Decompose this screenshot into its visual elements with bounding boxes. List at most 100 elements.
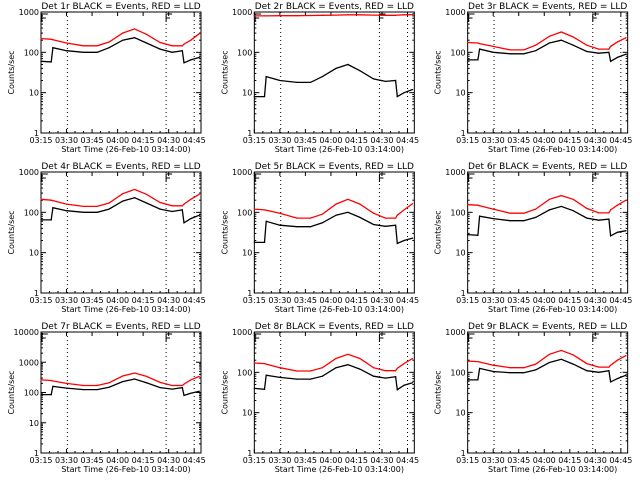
x-tick-label: 03:45: [81, 296, 104, 305]
data-point-events: [586, 217, 588, 219]
x-tick-label: 04:30: [370, 456, 393, 465]
data-point-lld: [50, 38, 52, 40]
data-point-lld: [96, 45, 98, 47]
panel-title: Det 9r BLACK = Events, RED = LLD: [468, 322, 627, 332]
panel-title: Det 2r BLACK = Events, RED = LLD: [255, 2, 414, 12]
data-point-events: [412, 382, 414, 384]
data-point-events: [467, 234, 469, 236]
x-axis-label: Start Time (26-Feb-10 03:14:00): [275, 145, 404, 154]
data-point-lld: [159, 41, 161, 44]
data-point-lld: [190, 39, 192, 41]
data-point-events: [535, 216, 537, 218]
x-tick-label: 04:30: [157, 456, 180, 465]
x-tick-label: 04:30: [584, 296, 607, 305]
y-tick-label: 10: [242, 409, 252, 418]
data-point-lld: [478, 361, 481, 363]
y-tick-label: 1000: [445, 328, 465, 337]
x-tick-label: 03:15: [456, 136, 479, 145]
data-point-events: [412, 237, 414, 239]
data-point-lld: [412, 202, 414, 205]
data-point-lld: [190, 379, 192, 381]
data-point-lld: [122, 375, 124, 377]
data-point-events: [492, 370, 494, 373]
data-point-lld: [372, 367, 375, 369]
y-axis-label: Counts/sec: [434, 370, 443, 414]
data-point-events: [535, 50, 537, 52]
x-tick-label: 03:30: [482, 296, 505, 305]
data-point-lld: [171, 205, 173, 207]
panel-title: Det 8r BLACK = Events, RED = LLD: [255, 322, 414, 332]
data-point-lld: [335, 357, 337, 360]
y-tick-label: 1: [34, 129, 39, 138]
series-line-events: [254, 63, 413, 98]
data-point-lld: [265, 209, 267, 211]
y-tick-label: 1: [34, 449, 39, 458]
data-point-events: [372, 223, 375, 226]
x-tick-label: 04:45: [183, 136, 206, 145]
data-point-events: [608, 218, 610, 220]
data-point-lld: [183, 203, 185, 205]
data-point-lld: [321, 213, 324, 215]
data-point-lld: [279, 15, 281, 17]
x-tick-label: 04:30: [584, 456, 607, 465]
data-point-lld: [253, 208, 255, 210]
data-point-lld: [598, 366, 600, 368]
data-point-lld: [610, 364, 612, 366]
data-point-lld: [347, 14, 349, 16]
x-tick-label: 04:15: [345, 456, 368, 465]
data-point-events: [572, 44, 574, 46]
data-point-events: [183, 394, 185, 397]
data-point-events: [198, 390, 200, 392]
data-point-events: [478, 48, 481, 50]
data-point-lld: [279, 367, 281, 369]
data-point-events: [50, 219, 52, 221]
data-point-events: [309, 378, 312, 380]
data-point-events: [122, 380, 124, 383]
data-point-events: [181, 209, 183, 211]
x-tick-label: 03:30: [268, 296, 291, 305]
x-axis-label: Start Time (26-Feb-10 03:14:00): [61, 305, 190, 314]
x-tick-label: 03:45: [81, 456, 104, 465]
data-point-lld: [384, 14, 386, 16]
data-point-lld: [122, 32, 124, 34]
data-point-lld: [65, 382, 68, 384]
data-point-events: [359, 368, 361, 370]
y-tick-label: 1: [247, 449, 252, 458]
data-point-events: [181, 50, 183, 52]
series-line-events: [254, 364, 413, 391]
data-point-lld: [65, 42, 68, 44]
x-tick-label: 03:15: [456, 296, 479, 305]
data-point-events: [359, 216, 361, 218]
series-line-lld: [254, 353, 413, 372]
data-point-events: [52, 207, 54, 209]
data-point-lld: [181, 384, 183, 387]
panel-title: Det 6r BLACK = Events, RED = LLD: [468, 162, 627, 172]
data-point-events: [586, 50, 588, 53]
data-point-events: [384, 80, 386, 83]
data-point-events: [625, 53, 627, 55]
data-point-lld: [108, 41, 110, 43]
x-tick-label: 03:45: [294, 296, 317, 305]
data-point-lld: [572, 354, 574, 356]
y-tick-label: 10: [29, 419, 39, 428]
data-point-lld: [181, 205, 183, 207]
data-point-events: [477, 59, 479, 61]
interval-bracket-marker: [378, 13, 386, 22]
data-point-lld: [52, 39, 54, 41]
series-line-lld: [254, 198, 413, 219]
data-point-lld: [263, 15, 266, 17]
panel-6: Det 6r BLACK = Events, RED = LLD 03:15 03:…: [434, 162, 633, 314]
data-point-lld: [467, 41, 469, 44]
data-point-lld: [608, 212, 610, 214]
x-tick-label: 03:30: [482, 136, 505, 145]
x-tick-label: 03:15: [243, 456, 266, 465]
data-point-lld: [296, 370, 298, 372]
data-point-lld: [335, 203, 337, 205]
data-point-lld: [560, 349, 562, 351]
data-point-lld: [395, 217, 397, 219]
x-tick-label: 04:15: [558, 296, 581, 305]
y-tick-label: 100: [24, 389, 39, 398]
